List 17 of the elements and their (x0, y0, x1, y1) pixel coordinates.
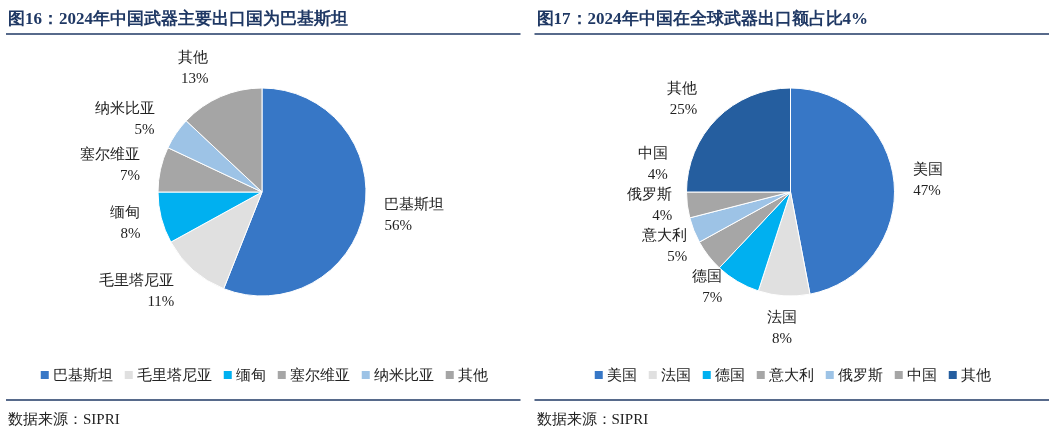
legend-label: 德国 (714, 367, 745, 383)
legend-label: 意大利 (767, 367, 814, 383)
legend-label: 纳米比亚 (373, 367, 434, 383)
annotation: 数据来源：SIPRI (536, 411, 649, 427)
annotation: 数据来源：SIPRI (8, 411, 120, 427)
legend-label: 毛里塔尼亚 (136, 367, 212, 383)
legend-label: 美国 (606, 367, 637, 383)
title: 图16：2024年中国武器主要出口国为巴基斯坦 (8, 9, 348, 28)
legend-label: 巴基斯坦 (52, 367, 113, 383)
legend-label: 其他 (457, 367, 488, 383)
legend-label: 俄罗斯 (837, 367, 883, 383)
legend-label: 塞尔维亚 (289, 367, 350, 383)
title: 图17：2024年中国在全球武器出口额占比4% (536, 9, 868, 28)
legend-label: 缅甸 (235, 367, 266, 383)
legend-label: 法国 (660, 367, 691, 383)
legend-label: 其他 (960, 367, 991, 383)
legend-label: 中国 (906, 367, 937, 383)
